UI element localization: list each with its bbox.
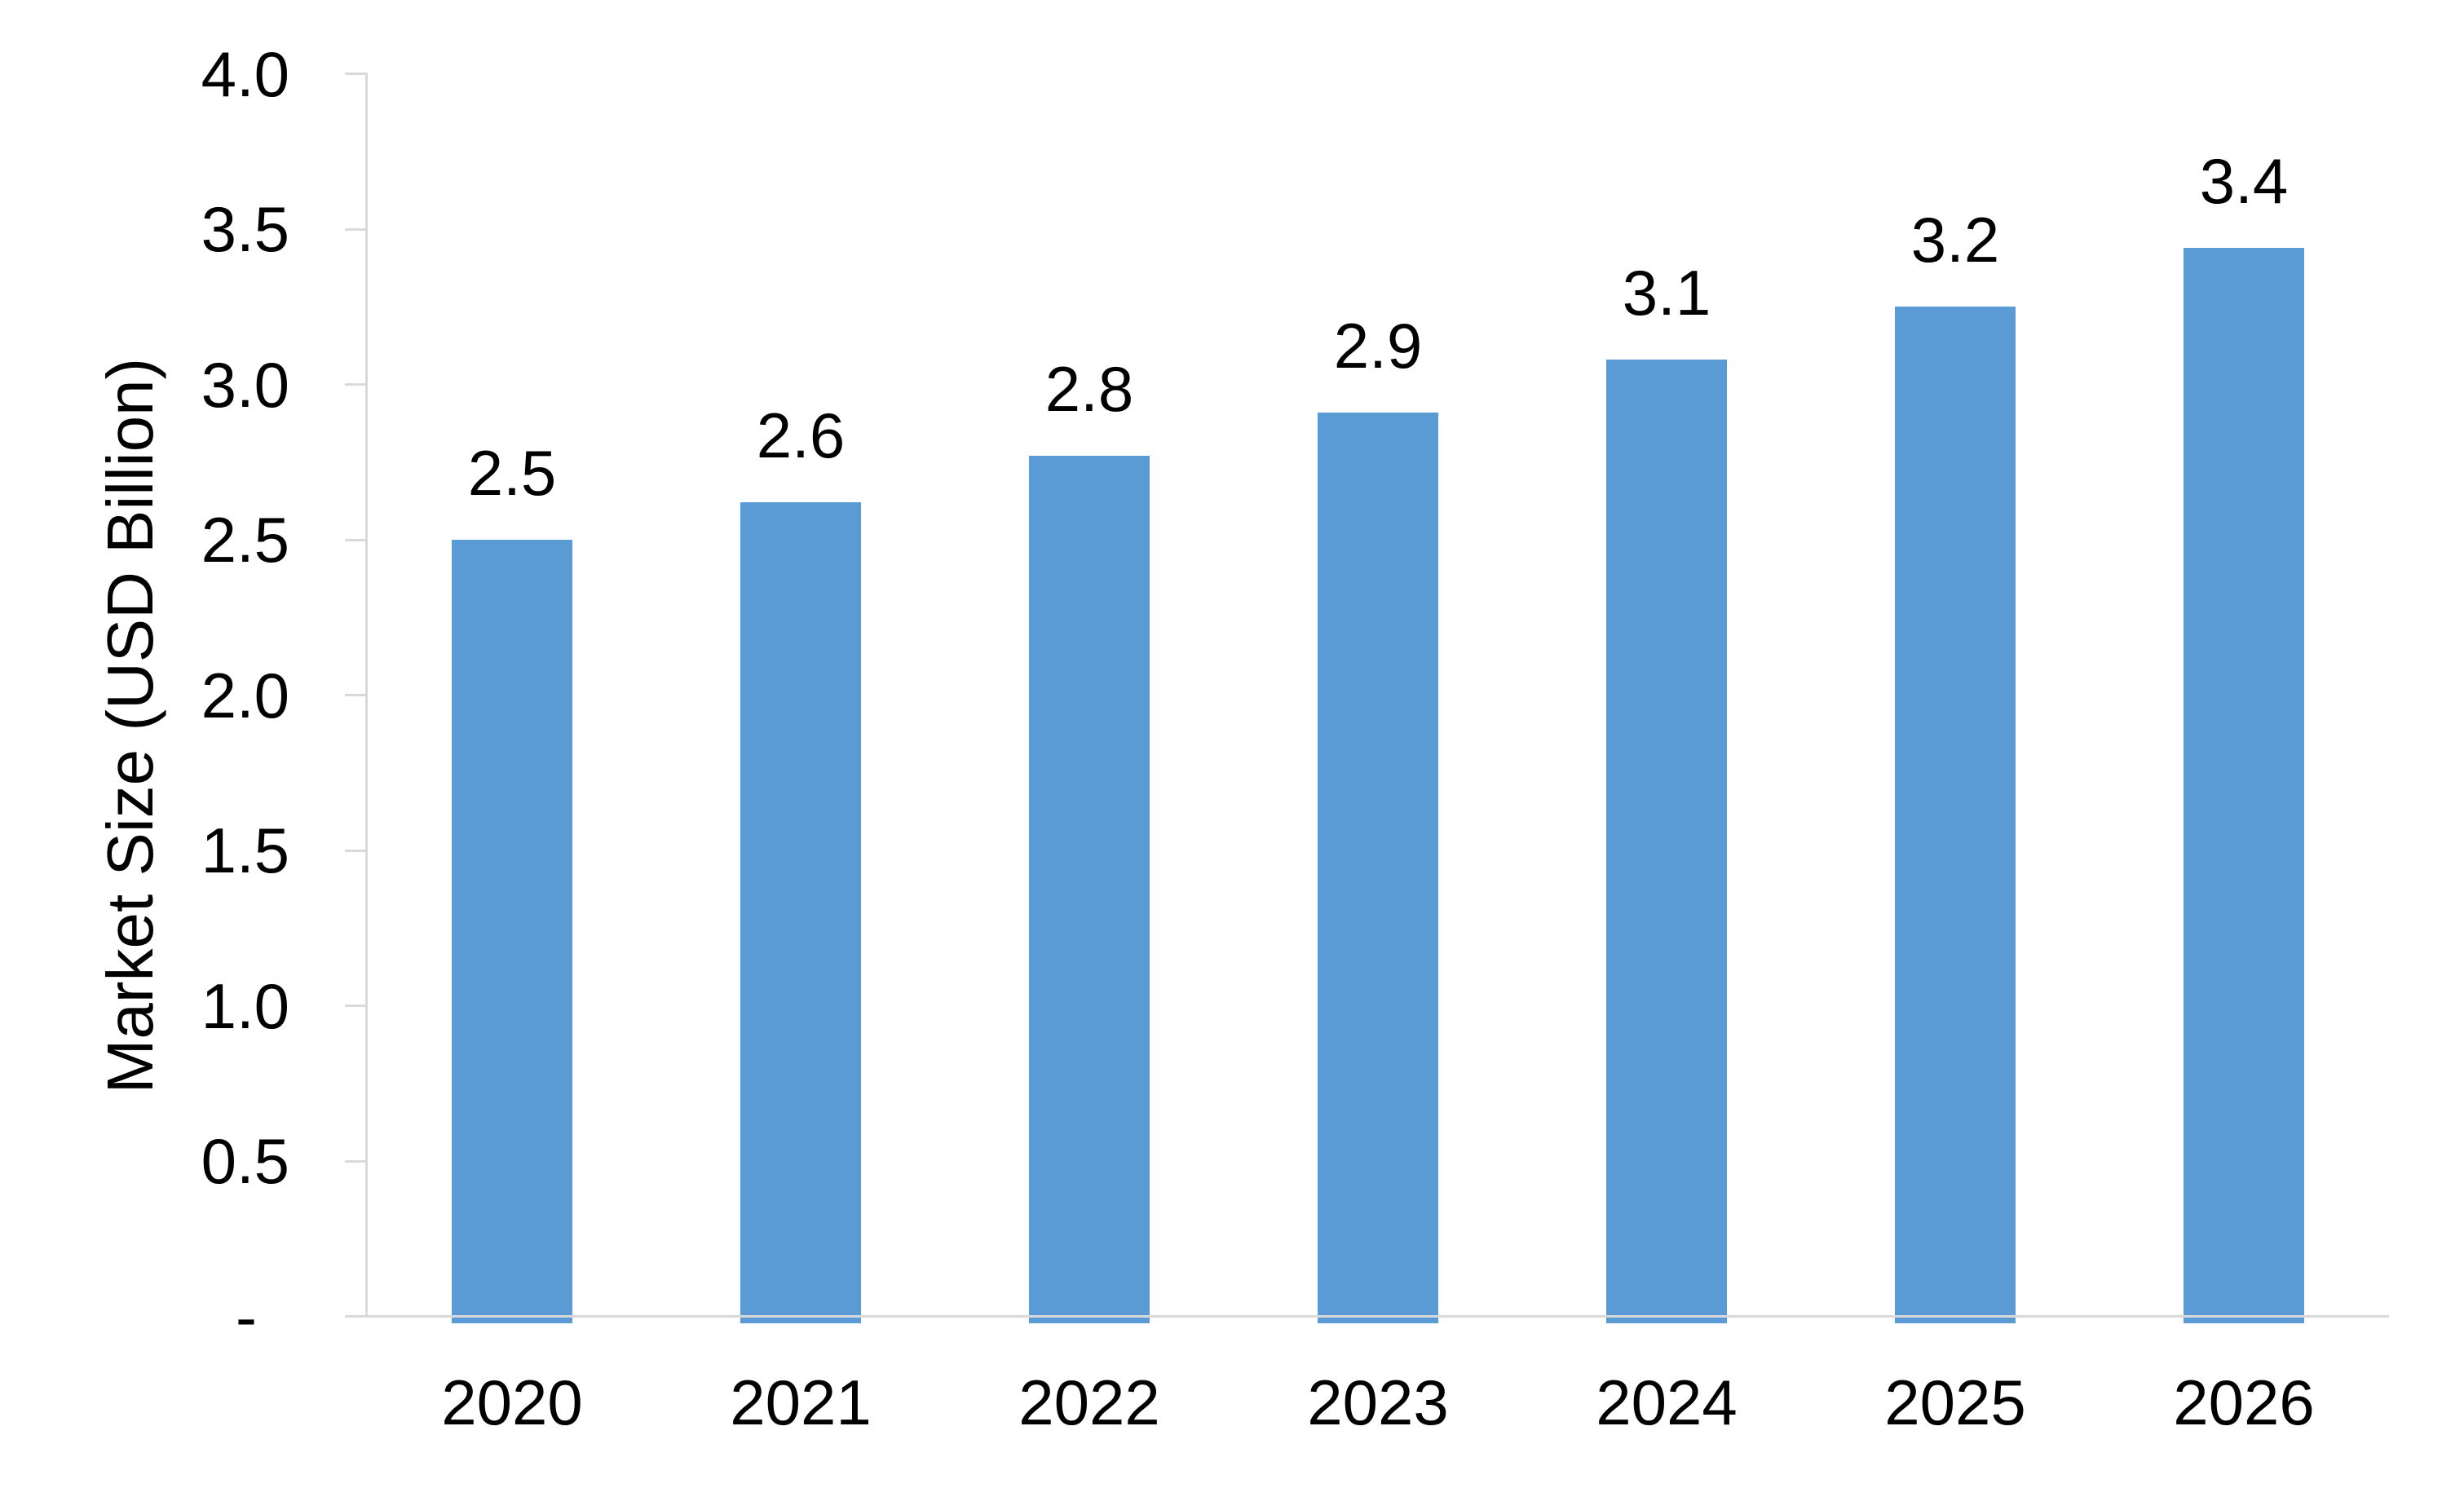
x-axis-line [345, 1315, 2389, 1318]
x-axis-label-2021: 2021 [730, 1367, 872, 1438]
bar-value-label-2024: 3.1 [1622, 257, 1711, 329]
y-axis-tick-label: - [236, 1280, 257, 1353]
bar-value-label-2026: 3.4 [2199, 144, 2289, 217]
y-axis-tick [345, 1159, 365, 1163]
x-axis-label-2022: 2022 [1018, 1367, 1160, 1438]
x-axis-label-2025: 2025 [1884, 1367, 2026, 1438]
bar-2021[interactable] [740, 502, 861, 1323]
y-axis-tick [345, 383, 365, 386]
y-axis-tick [345, 849, 365, 852]
bar-value-label-2020: 2.5 [467, 437, 557, 509]
bar-value-label-2023: 2.9 [1333, 309, 1423, 382]
bar-2023[interactable] [1318, 412, 1438, 1323]
bar-2026[interactable] [2184, 247, 2304, 1323]
bar-value-label-2025: 3.2 [1910, 204, 2000, 276]
bar-2020[interactable] [452, 540, 572, 1323]
bar-2022[interactable] [1029, 456, 1150, 1323]
y-axis-tick-label: 2.5 [201, 504, 289, 576]
bar-2025[interactable] [1895, 307, 2016, 1323]
y-axis-tick-label: 0.5 [201, 1125, 289, 1197]
bar-2024[interactable] [1606, 360, 1727, 1323]
y-axis-tick-label: 1.5 [201, 815, 289, 886]
x-axis-label-2024: 2024 [1596, 1367, 1738, 1438]
bar-value-label-2022: 2.8 [1044, 353, 1134, 426]
y-axis-tick-label: 2.0 [201, 659, 289, 731]
y-axis-tick-label: 3.0 [201, 348, 289, 421]
x-axis-label-2023: 2023 [1307, 1367, 1449, 1438]
x-axis-label-2020: 2020 [441, 1367, 583, 1438]
x-axis-label-2026: 2026 [2173, 1367, 2315, 1438]
y-axis-line [365, 73, 368, 1318]
y-axis-tick [345, 73, 365, 75]
y-axis-tick-label: 4.0 [201, 38, 289, 110]
y-axis-tick [345, 538, 365, 541]
bar-value-label-2021: 2.6 [756, 400, 846, 472]
y-axis-tick [345, 1005, 365, 1007]
y-axis-tick-label: 1.0 [201, 969, 289, 1042]
y-axis-tick [345, 227, 365, 231]
y-axis-tick [345, 694, 365, 696]
y-axis-tick-label: 3.5 [201, 193, 289, 265]
